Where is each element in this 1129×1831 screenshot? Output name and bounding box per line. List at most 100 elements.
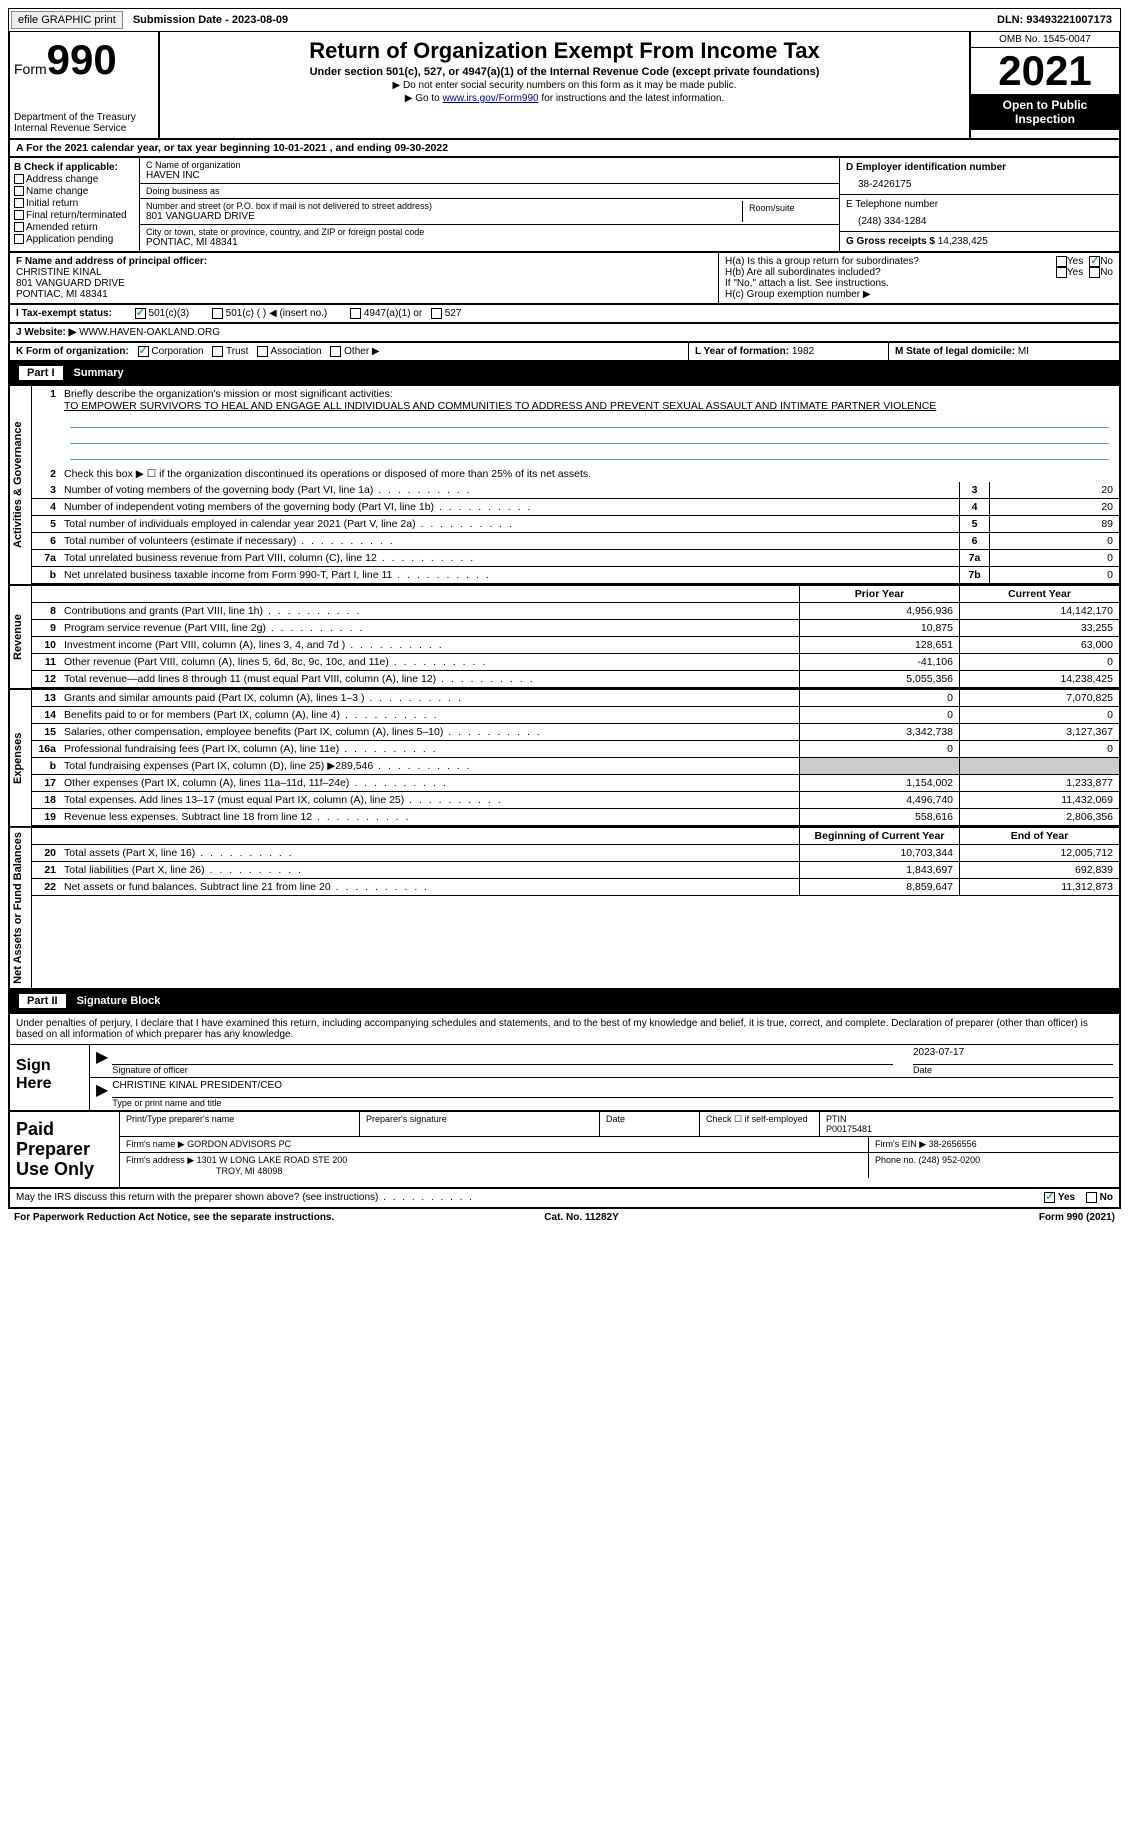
tax-year: 2021 <box>971 48 1119 94</box>
summary-line: 12Total revenue—add lines 8 through 11 (… <box>32 671 1119 688</box>
chk-initial-return[interactable]: Initial return <box>14 198 135 209</box>
org-name-cell: C Name of organization HAVEN INC <box>140 158 839 184</box>
opt-corp: Corporation <box>151 346 203 357</box>
paid-preparer-block: Paid Preparer Use Only Print/Type prepar… <box>8 1112 1121 1189</box>
ha-no-chk[interactable] <box>1089 256 1100 267</box>
footer: For Paperwork Reduction Act Notice, see … <box>8 1209 1121 1226</box>
period-pre: A For the 2021 calendar year, or tax yea… <box>16 142 273 154</box>
head-current: Current Year <box>959 586 1119 602</box>
yes: Yes <box>1058 1193 1075 1204</box>
firm-addr2: TROY, MI 48098 <box>216 1166 282 1176</box>
chk-assoc[interactable] <box>257 346 268 357</box>
officer-name: CHRISTINE KINAL <box>16 267 712 278</box>
summary-line: 20Total assets (Part X, line 16)10,703,3… <box>32 845 1119 862</box>
street-cell: Number and street (or P.O. box if mail i… <box>140 199 839 225</box>
no: No <box>1100 267 1113 278</box>
chk-501c[interactable] <box>212 308 223 319</box>
chk-final-return[interactable]: Final return/terminated <box>14 210 135 221</box>
summary-line: 22Net assets or fund balances. Subtract … <box>32 879 1119 896</box>
irs-yes-chk[interactable] <box>1044 1192 1055 1203</box>
row-f-h: F Name and address of principal officer:… <box>8 253 1121 305</box>
sig-date-value: 2023-07-17 <box>913 1047 1113 1065</box>
hc-label: H(c) Group exemption number ▶ <box>725 289 1113 300</box>
cat-no: Cat. No. 11282Y <box>544 1212 618 1223</box>
chk-app-pending[interactable]: Application pending <box>14 234 135 245</box>
chk-other[interactable] <box>330 346 341 357</box>
m-val: MI <box>1018 346 1029 357</box>
sig-date-label: Date <box>913 1065 1113 1075</box>
activities-rows: 3Number of voting members of the governi… <box>32 482 1119 584</box>
row-klm: K Form of organization: Corporation Trus… <box>8 343 1121 362</box>
submission-date: Submission Date - 2023-08-09 <box>125 12 296 28</box>
summary-line: 5Total number of individuals employed in… <box>32 516 1119 533</box>
col-b-label: B Check if applicable: <box>14 162 135 173</box>
firm-name-label: Firm's name ▶ <box>126 1139 187 1149</box>
arrow-icon: ▶ <box>96 1080 108 1108</box>
chk-label: Initial return <box>26 198 78 209</box>
tax-status-label: I Tax-exempt status: <box>16 308 112 319</box>
chk-label: Address change <box>26 174 98 185</box>
sig-officer-line: ▶ Signature of officer 2023-07-17 Date <box>90 1045 1119 1078</box>
m-label: M State of legal domicile: <box>895 346 1018 357</box>
ha-yes-chk[interactable] <box>1056 256 1067 267</box>
prep-row-3: Firm's address ▶ 1301 W LONG LAKE ROAD S… <box>120 1153 1119 1178</box>
sig-name-value: CHRISTINE KINAL PRESIDENT/CEO <box>112 1080 1113 1098</box>
summary-line: 18Total expenses. Add lines 13–17 (must … <box>32 792 1119 809</box>
firm-name: GORDON ADVISORS PC <box>187 1139 291 1149</box>
submission-label: Submission Date - <box>133 14 232 26</box>
section-expenses: Expenses 13Grants and similar amounts pa… <box>8 690 1121 828</box>
activities-content: 1 Briefly describe the organization's mi… <box>32 386 1119 584</box>
mission-text: TO EMPOWER SURVIVORS TO HEAL AND ENGAGE … <box>64 400 936 412</box>
prep-fields: Print/Type preparer's name Preparer's si… <box>120 1112 1119 1187</box>
irs-no-chk[interactable] <box>1086 1192 1097 1203</box>
summary-line: 7aTotal unrelated business revenue from … <box>32 550 1119 567</box>
yes: Yes <box>1067 267 1083 278</box>
vlabel-revenue: Revenue <box>10 586 32 688</box>
form-num: 990 <box>47 36 117 83</box>
chk-address-change[interactable]: Address change <box>14 174 135 185</box>
summary-line: 19Revenue less expenses. Subtract line 1… <box>32 809 1119 826</box>
entity-block: B Check if applicable: Address change Na… <box>8 158 1121 253</box>
city-label: City or town, state or province, country… <box>146 227 833 237</box>
hb-yes-chk[interactable] <box>1056 267 1067 278</box>
group-return: H(a) Is this a group return for subordin… <box>719 253 1119 303</box>
chk-4947[interactable] <box>350 308 361 319</box>
chk-501c3[interactable] <box>135 308 146 319</box>
website-value: WWW.HAVEN-OAKLAND.ORG <box>79 327 220 338</box>
irs-discuss-label: May the IRS discuss this return with the… <box>16 1192 474 1203</box>
head-prior: Prior Year <box>799 586 959 602</box>
opt-527: 527 <box>445 308 462 319</box>
irs-link[interactable]: www.irs.gov/Form990 <box>442 93 538 104</box>
no: No <box>1100 1193 1113 1204</box>
period-end: 09-30-2022 <box>394 142 448 154</box>
gross-label: G Gross receipts $ <box>846 236 938 247</box>
summary-line: 17Other expenses (Part IX, column (A), l… <box>32 775 1119 792</box>
section-activities: Activities & Governance 1 Briefly descri… <box>8 386 1121 586</box>
dln: DLN: 93493221007173 <box>989 12 1120 28</box>
summary-line: 10Investment income (Part VIII, column (… <box>32 637 1119 654</box>
sig-name-label: Type or print name and title <box>112 1098 1113 1108</box>
ein-cell: D Employer identification number 38-2426… <box>840 158 1119 195</box>
note-ssn: ▶ Do not enter social security numbers o… <box>168 80 961 91</box>
chk-name-change[interactable]: Name change <box>14 186 135 197</box>
note-link: ▶ Go to www.irs.gov/Form990 for instruct… <box>168 93 961 104</box>
sig-declaration: Under penalties of perjury, I declare th… <box>10 1014 1119 1045</box>
sig-name-line: ▶ CHRISTINE KINAL PRESIDENT/CEO Type or … <box>90 1078 1119 1110</box>
prep-name-label: Print/Type preparer's name <box>120 1112 360 1136</box>
officer-addr1: 801 VANGUARD DRIVE <box>16 278 712 289</box>
org-name: HAVEN INC <box>146 170 833 181</box>
summary-line: bTotal fundraising expenses (Part IX, co… <box>32 758 1119 775</box>
efile-print-button[interactable]: efile GRAPHIC print <box>11 11 123 29</box>
summary-line: 15Salaries, other compensation, employee… <box>32 724 1119 741</box>
chk-corp[interactable] <box>138 346 149 357</box>
form-title: Return of Organization Exempt From Incom… <box>168 38 961 64</box>
hb-no-chk[interactable] <box>1089 267 1100 278</box>
col-deg: D Employer identification number 38-2426… <box>839 158 1119 251</box>
note2-pre: ▶ Go to <box>405 93 443 104</box>
chk-527[interactable] <box>431 308 442 319</box>
firm-addr-label: Firm's address ▶ <box>126 1155 197 1165</box>
chk-amended[interactable]: Amended return <box>14 222 135 233</box>
dba-cell: Doing business as <box>140 184 839 199</box>
chk-trust[interactable] <box>212 346 223 357</box>
firm-phone: (248) 952-0200 <box>919 1155 981 1165</box>
